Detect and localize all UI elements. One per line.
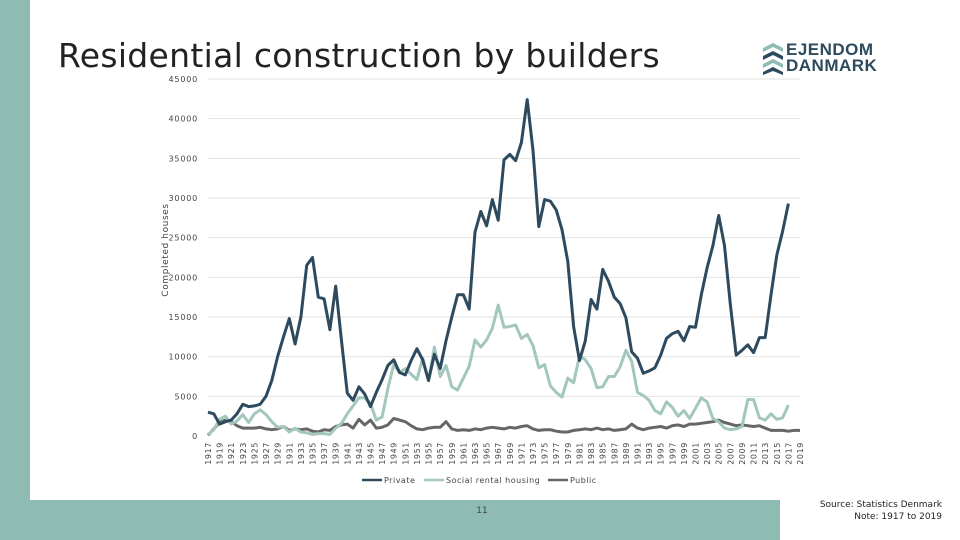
x-tick-label: 1997 bbox=[668, 442, 677, 465]
x-tick-label: 2019 bbox=[796, 442, 805, 465]
x-tick-label: 2005 bbox=[715, 442, 724, 465]
x-tick-label: 1961 bbox=[459, 442, 468, 465]
x-tick-label: 2009 bbox=[738, 442, 747, 465]
x-tick-label: 1941 bbox=[343, 442, 352, 465]
y-tick-label: 45000 bbox=[169, 75, 198, 84]
x-tick-label: 1953 bbox=[413, 442, 422, 465]
slide-title: Residential construction by builders bbox=[58, 36, 660, 75]
gridlines bbox=[208, 78, 800, 397]
x-tick-label: 1931 bbox=[285, 442, 294, 465]
chart-legend: Private Social rental housing Public bbox=[362, 476, 597, 485]
x-tick-label: 1957 bbox=[436, 442, 445, 465]
x-tick-label: 1967 bbox=[494, 442, 503, 465]
y-axis-ticks: 0 5000 10000 15000 20000 25000 30000 35000 40000… bbox=[169, 75, 198, 441]
x-tick-label: 1959 bbox=[448, 442, 457, 465]
x-tick-label: 1927 bbox=[262, 442, 271, 465]
x-tick-label: 1929 bbox=[274, 442, 283, 465]
logo-text-line1: EJENDOM bbox=[786, 40, 874, 59]
x-tick-label: 1977 bbox=[552, 442, 561, 465]
logo-mark-icon bbox=[763, 43, 783, 75]
x-tick-label: 1995 bbox=[657, 442, 666, 465]
x-tick-label: 1989 bbox=[622, 442, 631, 465]
x-tick-label: 2007 bbox=[726, 442, 735, 465]
series-line-public bbox=[206, 417, 800, 437]
x-tick-label: 1985 bbox=[599, 442, 608, 465]
x-tick-label: 2003 bbox=[703, 442, 712, 465]
y-axis-label: Completed houses bbox=[161, 203, 171, 296]
legend-label: Public bbox=[570, 476, 597, 485]
x-tick-label: 1963 bbox=[471, 442, 480, 465]
y-tick-label: 20000 bbox=[169, 273, 198, 282]
y-tick-label: 30000 bbox=[169, 194, 198, 203]
series-line-private bbox=[207, 98, 790, 426]
bottom-decorative-band bbox=[0, 500, 780, 540]
x-tick-label: 1943 bbox=[355, 442, 364, 465]
source-line: Source: Statistics Denmark bbox=[819, 500, 942, 510]
x-axis-ticks: 1917 1919 1921 1923 1925 1927 1929 1931 1933 1935… bbox=[204, 442, 805, 465]
x-tick-label: 2001 bbox=[692, 442, 701, 465]
x-tick-label: 1983 bbox=[587, 442, 596, 465]
note-line: Note: 1917 to 2019 bbox=[854, 512, 942, 522]
x-tick-label: 1933 bbox=[297, 442, 306, 465]
x-tick-label: 1945 bbox=[367, 442, 376, 465]
x-tick-label: 1969 bbox=[506, 442, 515, 465]
x-tick-label: 1999 bbox=[680, 442, 689, 465]
y-tick-label: 35000 bbox=[169, 154, 198, 163]
x-tick-label: 1947 bbox=[378, 442, 387, 465]
x-tick-label: 2013 bbox=[761, 442, 770, 465]
x-tick-label: 1951 bbox=[401, 442, 410, 465]
x-tick-label: 2011 bbox=[750, 442, 759, 465]
x-tick-label: 1917 bbox=[204, 442, 213, 465]
x-tick-label: 1979 bbox=[564, 442, 573, 465]
x-tick-label: 1925 bbox=[250, 442, 259, 465]
x-tick-label: 1921 bbox=[227, 442, 236, 465]
x-tick-label: 1935 bbox=[308, 442, 317, 465]
logo-text-line2: DANMARK bbox=[786, 56, 878, 75]
left-decorative-band bbox=[0, 0, 30, 540]
x-tick-label: 1939 bbox=[332, 442, 341, 465]
x-tick-label: 1937 bbox=[320, 442, 329, 465]
y-tick-label: 25000 bbox=[169, 234, 198, 243]
y-tick-label: 0 bbox=[192, 432, 198, 441]
x-tick-label: 2015 bbox=[773, 442, 782, 465]
x-tick-label: 1987 bbox=[610, 442, 619, 465]
x-tick-label: 1923 bbox=[239, 442, 248, 465]
series-lines bbox=[206, 98, 800, 437]
x-tick-label: 1973 bbox=[529, 442, 538, 465]
legend-label: Social rental housing bbox=[446, 476, 540, 485]
x-tick-label: 1949 bbox=[390, 442, 399, 465]
x-tick-label: 1993 bbox=[645, 442, 654, 465]
y-tick-label: 10000 bbox=[169, 353, 198, 362]
y-tick-label: 40000 bbox=[169, 115, 198, 124]
x-tick-label: 1965 bbox=[483, 442, 492, 465]
x-tick-label: 1991 bbox=[633, 442, 642, 465]
x-tick-label: 1975 bbox=[541, 442, 550, 465]
x-tick-label: 1955 bbox=[425, 442, 434, 465]
y-tick-label: 5000 bbox=[174, 392, 198, 401]
x-tick-label: 1971 bbox=[517, 442, 526, 465]
ejendom-danmark-logo: EJENDOM DANMARK bbox=[762, 40, 912, 78]
series-line-social-rental-housing bbox=[207, 303, 790, 436]
y-tick-label: 15000 bbox=[169, 313, 198, 322]
source-note: Source: Statistics Denmark Note: 1917 to… bbox=[820, 499, 942, 523]
x-tick-label: 1919 bbox=[216, 442, 225, 465]
legend-label: Private bbox=[384, 476, 415, 485]
page-number: 11 bbox=[476, 506, 488, 516]
x-tick-label: 2017 bbox=[784, 442, 793, 465]
x-tick-label: 1981 bbox=[575, 442, 584, 465]
